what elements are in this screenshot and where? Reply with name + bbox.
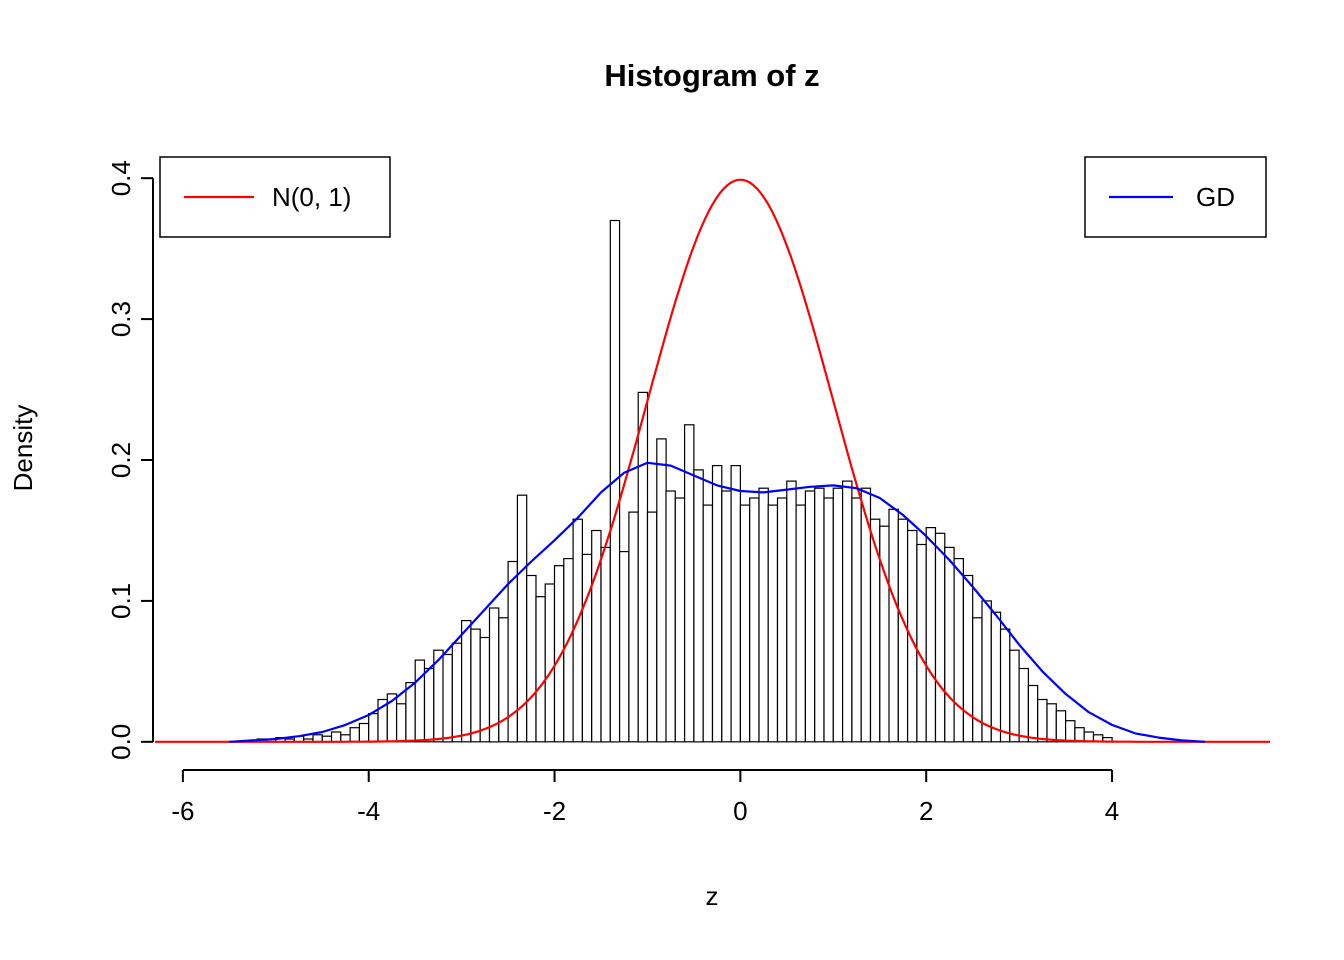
histogram-bar <box>349 727 360 743</box>
histogram-bar <box>488 607 500 743</box>
histogram-bar <box>563 557 574 743</box>
histogram-bar <box>1018 667 1029 743</box>
histogram-bar <box>628 511 639 743</box>
histogram-bar <box>814 487 825 743</box>
histogram-bar <box>804 490 816 743</box>
legend-gd: GD <box>1084 156 1267 238</box>
histogram-bar <box>470 628 481 743</box>
histogram-bar <box>711 465 723 743</box>
y-tick-label: 0.4 <box>106 160 136 196</box>
y-tick-label: 0.1 <box>106 583 136 619</box>
y-tick-label: 0.0 <box>106 724 136 760</box>
histogram-bar <box>767 504 779 743</box>
histogram-bar <box>396 703 407 743</box>
histogram-bar <box>934 532 946 743</box>
histogram-bar <box>981 600 992 743</box>
histogram-bar <box>618 550 630 743</box>
normal-curve <box>155 178 1270 743</box>
histogram <box>256 219 1113 743</box>
y-axis-label: Density <box>8 405 38 492</box>
histogram-bar <box>758 487 769 743</box>
histogram-bar <box>739 504 751 743</box>
x-tick-label: -6 <box>171 796 194 826</box>
histogram-bar <box>721 490 732 743</box>
x-tick-label: 2 <box>919 796 933 826</box>
histogram-bar <box>368 712 379 743</box>
x-axis-label: z <box>706 881 719 911</box>
histogram-bar <box>479 636 491 743</box>
histogram-bar <box>795 504 806 743</box>
histogram-bar <box>665 490 676 743</box>
legend-normal: N(0, 1) <box>159 156 391 238</box>
histogram-bar <box>693 469 704 743</box>
histogram-bar <box>656 438 667 743</box>
histogram-bar <box>581 553 593 743</box>
histogram-bar <box>897 518 909 743</box>
histogram-bar <box>944 546 955 743</box>
density-curves <box>155 178 1270 743</box>
histogram-bar <box>749 497 760 743</box>
histogram-bar <box>1046 703 1057 743</box>
histogram-bar <box>451 642 463 743</box>
histogram-bar <box>906 529 918 743</box>
y-tick-label: 0.3 <box>106 301 136 337</box>
axes: -6 -4 -2 0 2 4 0.0 0.1 0.2 0.3 0.4 <box>106 160 1119 826</box>
histogram-bar <box>786 480 797 743</box>
histogram-bar <box>1074 727 1085 743</box>
histogram-bar <box>990 611 1002 743</box>
histogram-bar <box>544 583 556 743</box>
histogram-bar <box>776 497 788 743</box>
histogram-bar <box>600 546 611 743</box>
histogram-bar <box>702 504 714 743</box>
x-tick-label: -4 <box>357 796 380 826</box>
histogram-bar <box>888 508 899 743</box>
histogram-bar <box>730 465 741 743</box>
histogram-bar <box>330 731 342 743</box>
histogram-bar <box>405 681 416 743</box>
histogram-bar <box>841 480 853 743</box>
x-tick-label: 4 <box>1105 796 1119 826</box>
histogram-bar <box>637 391 649 743</box>
histogram-bar <box>1027 684 1039 743</box>
gd-density-curve <box>229 461 1206 743</box>
y-tick-label: 0.2 <box>106 442 136 478</box>
histogram-bar <box>358 722 370 743</box>
histogram-bar <box>1009 649 1020 743</box>
histogram-bar <box>572 518 583 743</box>
x-tick-label: -2 <box>543 796 566 826</box>
histogram-bar <box>916 543 927 743</box>
histogram-bar <box>674 497 686 743</box>
histogram-bar <box>461 619 472 743</box>
histogram-bar <box>535 596 546 743</box>
x-tick-label: 0 <box>733 796 747 826</box>
histogram-bar <box>953 557 964 743</box>
histogram-bar <box>442 653 453 743</box>
histogram-bar <box>832 487 844 743</box>
histogram-bar <box>851 497 862 743</box>
histogram-bar <box>526 574 537 743</box>
legend-normal-label: N(0, 1) <box>272 182 351 212</box>
histogram-bar <box>423 667 435 743</box>
histogram-bar <box>925 526 937 743</box>
histogram-bar <box>646 511 658 743</box>
histogram-bar <box>1055 710 1067 743</box>
histogram-bar <box>999 628 1011 743</box>
histogram-bar <box>1037 698 1048 743</box>
histogram-bar <box>414 659 426 743</box>
legend-gd-label: GD <box>1196 182 1235 212</box>
histogram-bar <box>1064 720 1076 743</box>
chart-title: Histogram of z <box>604 58 819 93</box>
histogram-bar <box>879 525 890 743</box>
histogram-bar <box>823 497 834 743</box>
